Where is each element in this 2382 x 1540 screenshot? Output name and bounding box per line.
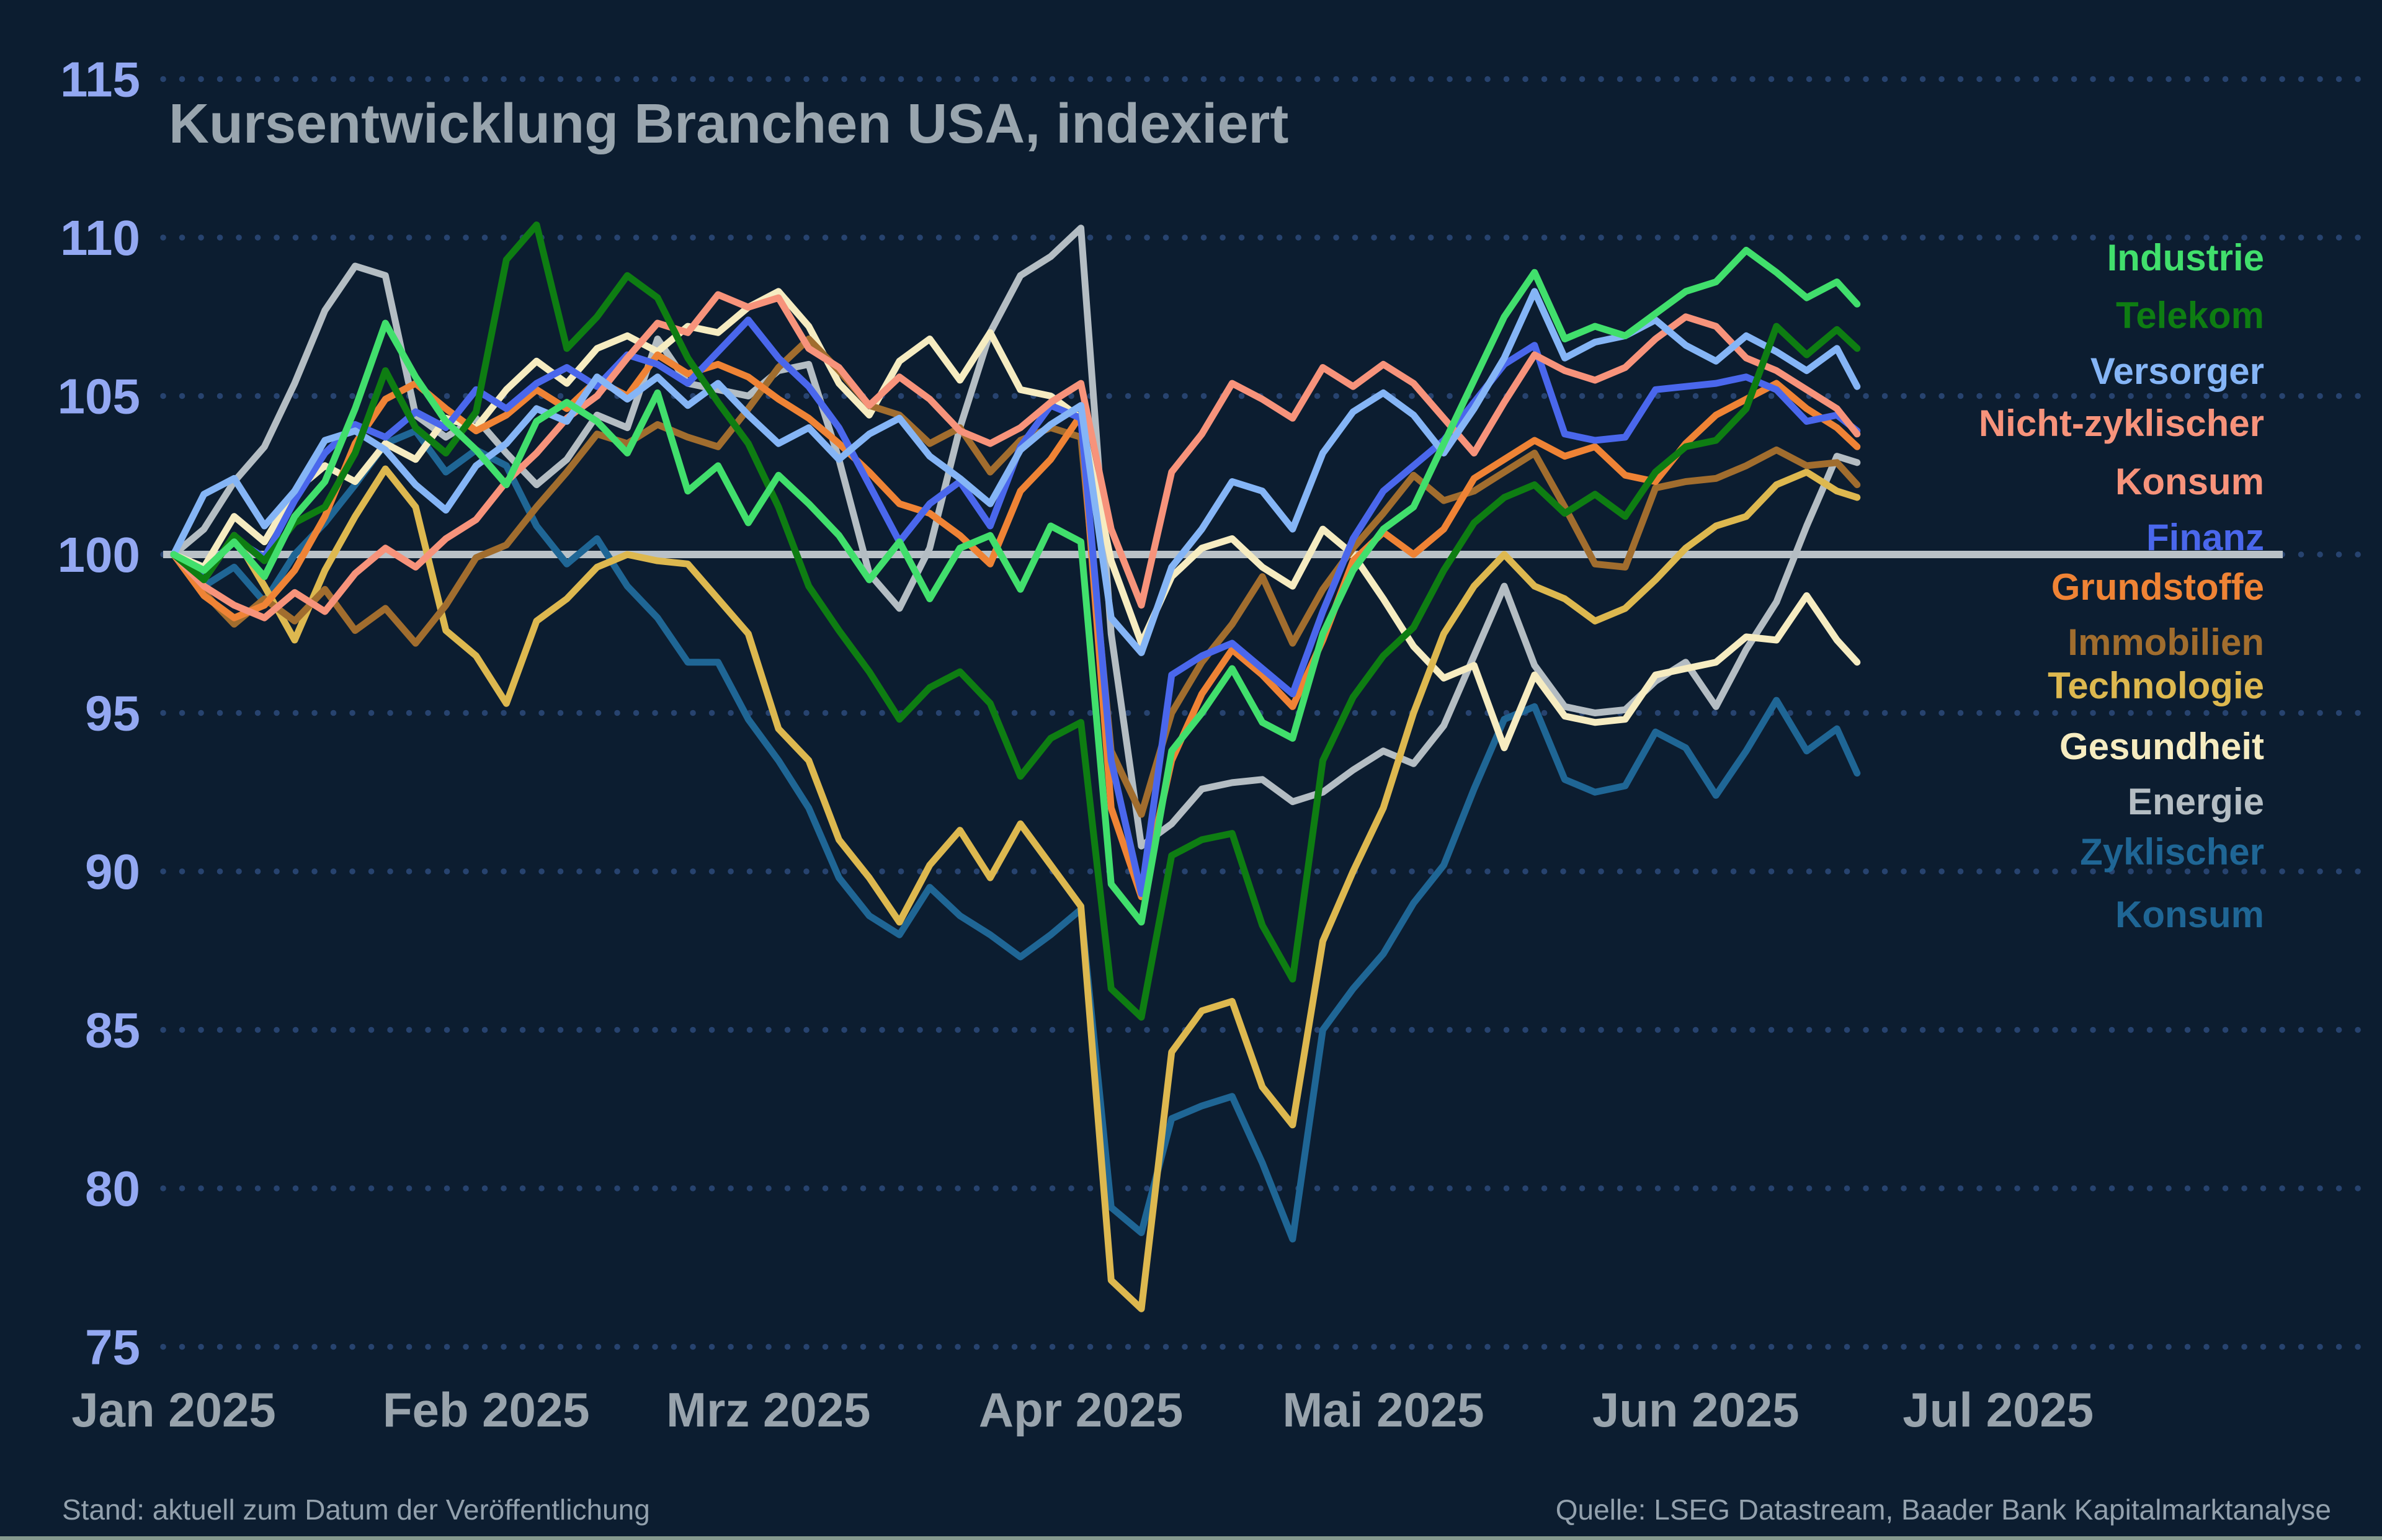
- legend-label-industrie: Industrie: [2107, 237, 2264, 278]
- series-lines: [170, 221, 1861, 1312]
- y-tick-label-80: 80: [85, 1161, 140, 1216]
- legend-label-zyklischer-konsum-2: Konsum: [2115, 894, 2264, 935]
- series-line-immobilien: [170, 336, 1861, 818]
- x-tick-label-7: Jul 2025: [1902, 1382, 2094, 1437]
- footer-status: Stand: aktuell zum Datum der Veröffentli…: [62, 1493, 650, 1526]
- legend-label-versorger: Versorger: [2090, 350, 2264, 392]
- x-tick-label-2: Feb 2025: [383, 1382, 590, 1437]
- x-tick-label-1: Jan 2025: [71, 1382, 276, 1437]
- series-line-gesundheit: [170, 288, 1861, 752]
- y-tick-label-100: 100: [58, 527, 140, 582]
- y-tick-label-90: 90: [85, 844, 140, 899]
- legend-label-energie: Energie: [2128, 781, 2264, 822]
- series-line-zyklischer-konsum: [170, 427, 1861, 1243]
- series-line-nicht-zyklischer-konsum: [170, 291, 1861, 621]
- legend-label-telekom: Telekom: [2116, 295, 2264, 336]
- legend-label-gesundheit: Gesundheit: [2059, 726, 2264, 767]
- y-tick-label-75: 75: [85, 1320, 140, 1375]
- x-tick-label-5: Mai 2025: [1282, 1382, 1484, 1437]
- bottom-edge-strip: [0, 1536, 2382, 1540]
- x-tick-label-4: Apr 2025: [979, 1382, 1184, 1437]
- footer-source: Quelle: LSEG Datastream, Baader Bank Kap…: [1556, 1493, 2331, 1526]
- y-tick-label-85: 85: [85, 1003, 140, 1058]
- series-line-industrie: [170, 246, 1861, 926]
- y-tick-label-95: 95: [85, 686, 140, 741]
- x-tick-label-3: Mrz 2025: [666, 1382, 871, 1437]
- legend: Industrie Telekom Versorger Nicht-zyklische…: [1979, 237, 2264, 935]
- y-tick-label-105: 105: [58, 369, 140, 424]
- x-axis-labels: Jan 2025 Feb 2025 Mrz 2025 Apr 2025 Mai 2025…: [71, 1382, 2094, 1437]
- legend-label-technologie: Technologie: [2048, 665, 2264, 706]
- legend-label-nicht-zyklischer-konsum: Nicht-zyklischer: [1979, 403, 2264, 444]
- x-tick-label-6: Jun 2025: [1592, 1382, 1800, 1437]
- y-axis-labels: 75 80 85 90 95 100 105 110 115: [58, 52, 140, 1375]
- legend-label-zyklischer-konsum: Zyklischer: [2080, 831, 2264, 873]
- y-tick-label-110: 110: [60, 210, 140, 265]
- series-line-telekom: [170, 221, 1861, 1021]
- legend-label-immobilien: Immobilien: [2068, 621, 2264, 663]
- legend-label-grundstoffe: Grundstoffe: [2051, 566, 2264, 608]
- legend-label-finanz: Finanz: [2146, 517, 2264, 558]
- legend-label-nicht-zyklischer-konsum-2: Konsum: [2115, 461, 2264, 502]
- chart-title: Kursentwicklung Branchen USA, indexiert: [169, 93, 1288, 155]
- y-tick-label-115: 115: [60, 52, 140, 107]
- series-line-versorger: [170, 288, 1861, 656]
- series-line-technologie: [170, 465, 1861, 1312]
